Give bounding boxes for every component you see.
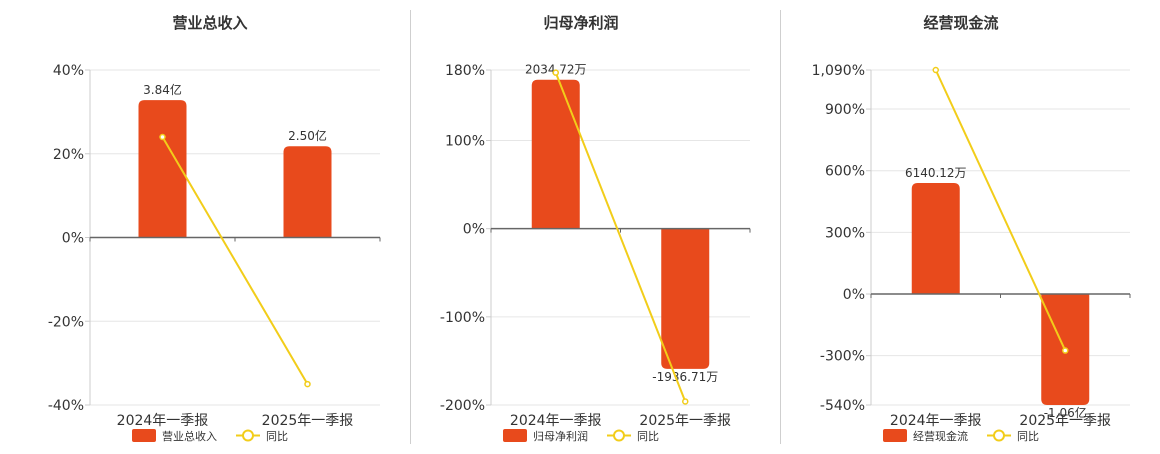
bar-data-label: 3.84亿 [143,82,182,97]
x-tick-label: 2024年一季报 [890,413,982,429]
bar-data-label: 6140.12万 [905,166,967,180]
y-tick-label: 600% [825,164,865,180]
yoy-line [934,69,1067,351]
x-tick-label: 2024年一季报 [510,413,602,429]
bar [911,183,960,295]
legend-bar-label: 经营现金流 [913,429,968,443]
y-tick-label: 40% [53,63,84,79]
yoy-line [554,72,687,402]
yoy-point [552,69,559,76]
y-tick-label: 100% [445,134,485,150]
legend-bar-label: 营业总收入 [162,429,217,443]
yoy-point [304,380,311,388]
legend-bar-swatch [883,429,907,442]
yoy-point [159,133,166,141]
legend-line-marker [613,429,625,442]
y-tick-label: 0% [463,222,485,238]
yoy-point [1062,347,1069,354]
x-tick-label: 2025年一季报 [262,413,354,429]
legend-line-marker [242,429,254,442]
y-tick-label: 0% [62,231,84,247]
legend-bar-label: 归母净利润 [533,429,588,443]
legend-line-label: 同比 [266,430,288,443]
divider [410,10,411,444]
cash-flow-chart: 经营现金流 1,090% 900% 600% 300% 0% -300% -540% 6140.… [812,14,1131,443]
y-tick-label: 1,090% [812,63,865,79]
legend-line-label: 同比 [1017,430,1039,443]
bar [531,79,580,229]
bar-data-label: 2.50亿 [288,128,327,143]
x-tick-label: 2024年一季报 [117,413,209,429]
y-tick-label: 0% [843,287,865,303]
yoy-point [932,66,939,74]
revenue-chart: 营业总收入 40% 20% 0% -20% -40% 3.84亿 2.50亿 2024年一季报 2… [48,14,381,443]
bar [283,146,332,238]
legend-bar-swatch [503,429,527,442]
y-tick-label: -20% [48,314,84,330]
y-tick-label: -40% [48,398,84,414]
y-tick-label: -200% [440,398,485,414]
yoy-point [682,398,689,405]
bar [661,228,710,369]
y-tick-label: -300% [820,349,865,365]
bar-data-label: -1.06亿 [1044,405,1087,420]
x-tick-label: 2025年一季报 [639,413,731,429]
legend-line-marker [993,429,1005,442]
y-tick-label: -100% [440,310,485,326]
y-tick-label: 180% [445,63,485,79]
chart-panel-cash-flow: 经营现金流 1,090% 900% 600% 300% 0% -300% -540% 6140.… [781,0,1160,450]
chart-title: 归母净利润 [543,14,618,32]
legend-line-label: 同比 [637,430,659,443]
y-tick-label: 300% [825,225,865,241]
y-tick-label: 20% [53,147,84,163]
chart-title: 经营现金流 [923,14,998,32]
chart-title: 营业总收入 [172,14,247,32]
x-tick-label: 2025年一季报 [1019,413,1111,429]
y-tick-label: 900% [825,102,865,118]
divider [780,10,781,444]
chart-panel-net-profit: 归母净利润180%100%0%-100%-200%2034.72万-1936.7… [411,0,780,450]
bar [138,100,187,238]
bar-data-label: -1936.71万 [652,370,718,384]
net-profit-chart: 归母净利润180%100%0%-100%-200%2034.72万-1936.7… [440,14,751,443]
chart-panel-revenue: 营业总收入 40% 20% 0% -20% -40% 3.84亿 2.50亿 2024年一季报 2… [0,0,410,450]
legend-bar-swatch [132,429,156,442]
y-tick-label: -540% [820,398,865,414]
yoy-line [161,136,309,385]
